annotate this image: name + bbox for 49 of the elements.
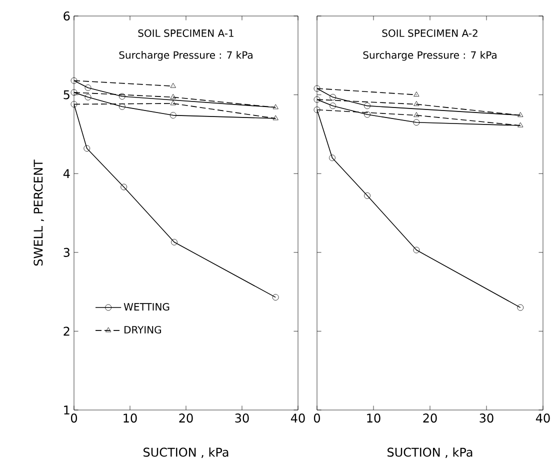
y-tick-label: 6 xyxy=(64,11,70,21)
point xyxy=(70,77,78,84)
legend-label: DRYING xyxy=(124,326,162,334)
x-tick-label: 40 xyxy=(290,414,305,423)
point xyxy=(517,304,524,311)
text: SOIL SPECIMEN A-1 xyxy=(138,29,234,37)
y-tick-label: 2 xyxy=(64,326,70,336)
point xyxy=(272,294,279,301)
x-tick-label: 30 xyxy=(235,414,249,423)
x-tick-label: 10 xyxy=(367,414,380,423)
y-tick-label: 3 xyxy=(64,248,70,257)
point xyxy=(120,184,128,190)
text: Surcharge Pressure : 7 kPa xyxy=(363,51,496,61)
x-tick-label: 0 xyxy=(314,414,320,423)
point xyxy=(84,94,92,100)
point xyxy=(364,111,370,118)
x-axis-title: SUCTION , kPa xyxy=(144,447,228,458)
point xyxy=(84,145,90,152)
point xyxy=(364,102,370,110)
y-axis-title: SWELL , PERCENT xyxy=(34,160,44,266)
point xyxy=(170,112,176,118)
point xyxy=(413,246,420,254)
point xyxy=(330,94,336,100)
point xyxy=(118,93,126,100)
x-tick-label: 20 xyxy=(423,414,437,423)
x-tick-label: 20 xyxy=(179,414,193,423)
point xyxy=(413,119,420,126)
point xyxy=(171,238,178,246)
point xyxy=(330,102,336,110)
point xyxy=(70,89,78,96)
y-tick-label: 5 xyxy=(64,90,70,100)
point xyxy=(364,192,370,199)
point xyxy=(314,96,320,103)
x-axis-title: SUCTION , kPa xyxy=(388,447,472,458)
y-tick-label: 4 xyxy=(63,169,70,178)
point xyxy=(118,103,126,110)
x-tick-label: 30 xyxy=(480,414,494,423)
point xyxy=(329,154,336,162)
x-tick-label: 40 xyxy=(536,414,550,423)
y-tick-label: 1 xyxy=(64,406,70,414)
point xyxy=(70,101,78,108)
legend-label: WETTING xyxy=(124,303,170,311)
x-tick-label: 0 xyxy=(70,414,78,423)
point xyxy=(84,84,92,91)
text: SOIL SPECIMEN A-2 xyxy=(382,29,478,37)
text: Surcharge Pressure : 7 kPa xyxy=(119,51,252,61)
x-tick-label: 10 xyxy=(124,414,137,423)
point xyxy=(314,106,320,113)
point xyxy=(314,85,320,92)
